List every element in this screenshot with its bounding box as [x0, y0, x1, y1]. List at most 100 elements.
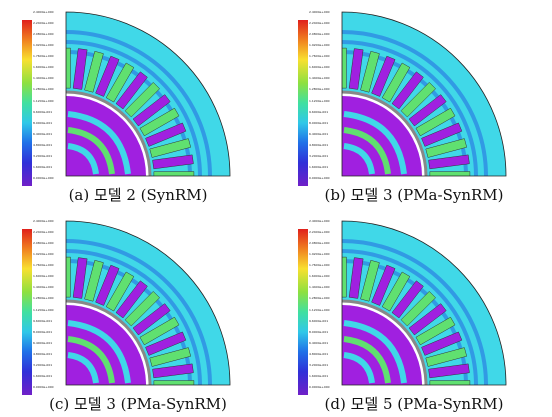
flux-band	[66, 30, 212, 176]
stator-slot	[429, 380, 471, 385]
legend-tick-label: 6.4000e-001	[33, 131, 53, 136]
legend-ticks: 2.4000e+000 2.2400e+000 2.0800e+000 1.9200e…	[33, 217, 67, 389]
legend-tick-label: 1.6000e+000	[309, 274, 330, 279]
flux-density-plot	[341, 220, 507, 386]
legend-tick-label: 1.1200e+000	[309, 307, 330, 312]
stator-slot	[132, 303, 171, 336]
color-legend	[22, 219, 68, 395]
stator-slot	[428, 363, 470, 379]
legend-tick-label: 2.4000e+000	[33, 219, 54, 223]
flux-barrier	[67, 352, 99, 384]
stator-slot	[72, 257, 88, 299]
legend-tick-label: 3.2000e-001	[33, 362, 53, 367]
legend-tick-label: 1.1200e+000	[33, 98, 54, 103]
stator-slot	[428, 154, 470, 170]
air-gap	[66, 90, 152, 176]
stator-slot	[149, 347, 192, 367]
legend-colorbar	[298, 20, 308, 186]
stator-slot	[421, 122, 463, 147]
flux-barrier	[343, 336, 391, 384]
color-legend	[298, 10, 344, 186]
stator-slot	[145, 331, 187, 356]
legend-tick-label: 2.4000e+000	[309, 219, 330, 223]
legend-tick-label: 9.6000e-001	[33, 318, 53, 323]
legend-tick-label: 1.6000e-001	[309, 164, 329, 169]
stator-slot	[360, 259, 380, 302]
legend-tick-label: 0.0000e+000	[309, 385, 330, 389]
stator-slot	[400, 82, 436, 118]
stator-slot	[348, 48, 364, 90]
flux-band	[66, 40, 202, 176]
motor-outline	[65, 11, 231, 177]
stator-slot	[153, 171, 195, 176]
stator-slot	[400, 291, 436, 327]
stator-slot	[84, 259, 104, 302]
legend-tick-label: 9.6000e-001	[309, 318, 329, 323]
motor-cross-section	[342, 12, 506, 176]
stator-slot	[145, 122, 187, 147]
stator-slot	[139, 107, 180, 137]
stator-slot	[139, 316, 180, 346]
legend-tick-label: 9.6000e-001	[33, 109, 53, 114]
legend-tick-label: 1.7600e+000	[309, 263, 330, 268]
legend-tick-label: 1.6000e-001	[33, 164, 53, 169]
legend-tick-label: 2.2400e+000	[309, 230, 330, 235]
legend-tick-label: 1.7600e+000	[309, 54, 330, 59]
legend-tick-label: 1.6000e+000	[33, 65, 54, 70]
legend-tick-label: 1.2800e+000	[33, 87, 54, 92]
legend-tick-label: 4.8000e-001	[309, 351, 329, 356]
motor-cross-section	[66, 12, 230, 176]
panel-c: 2.4000e+000 2.2400e+000 2.0800e+000 1.9200e…	[0, 209, 276, 417]
legend-tick-label: 0.0000e+000	[33, 385, 54, 389]
legend-colorbar	[22, 229, 32, 395]
stator-slot	[421, 331, 463, 356]
stator-slot	[115, 280, 148, 319]
legend-tick-label: 3.2000e-001	[309, 362, 329, 367]
legend-tick-label: 2.2400e+000	[33, 21, 54, 26]
caption-c: (c) 모델 3 (PMa-SynRM)	[49, 395, 227, 413]
stator-slot	[72, 48, 88, 90]
air-gap	[342, 90, 428, 176]
stator-slot	[105, 62, 135, 103]
flux-band	[342, 40, 478, 176]
legend-tick-label: 1.2800e+000	[309, 296, 330, 301]
legend-tick-label: 1.1200e+000	[33, 307, 54, 312]
legend-tick-label: 1.2800e+000	[33, 296, 54, 301]
flux-density-plot	[65, 220, 231, 386]
flux-barrier	[343, 143, 375, 175]
legend-tick-label: 1.6000e+000	[33, 274, 54, 279]
legend-tick-label: 0.0000e+000	[33, 176, 54, 180]
legend-tick-label: 1.9200e+000	[309, 252, 330, 257]
stator-slot	[371, 264, 396, 306]
panel-d: 2.4000e+000 2.2400e+000 2.0800e+000 1.9200e…	[276, 209, 552, 417]
flux-band	[342, 239, 488, 385]
flux-band	[66, 249, 202, 385]
stator-slot	[415, 316, 456, 346]
legend-tick-label: 1.6000e-001	[309, 373, 329, 378]
stator-slot	[371, 55, 396, 97]
legend-tick-label: 1.6000e-001	[33, 373, 53, 378]
panel-b: 2.4000e+000 2.2400e+000 2.0800e+000 1.9200e…	[276, 0, 552, 208]
flux-band	[66, 239, 212, 385]
stator-slot	[381, 271, 411, 312]
stator-slot	[391, 280, 424, 319]
legend-tick-label: 8.0000e-001	[309, 329, 329, 334]
legend-tick-label: 0.0000e+000	[309, 176, 330, 180]
stator-slot	[348, 257, 364, 299]
legend-tick-label: 2.2400e+000	[309, 21, 330, 26]
legend-tick-label: 3.2000e-001	[33, 153, 53, 158]
stator-slot	[391, 71, 424, 110]
stator-slot	[84, 50, 104, 93]
motor-outline	[65, 220, 231, 386]
flux-barrier	[343, 111, 407, 175]
legend-tick-label: 4.8000e-001	[33, 142, 53, 147]
legend-tick-label: 1.9200e+000	[309, 43, 330, 48]
legend-tick-label: 1.4400e+000	[309, 285, 330, 290]
legend-tick-label: 1.9200e+000	[33, 43, 54, 48]
air-gap	[66, 299, 152, 385]
stator-slot	[408, 94, 447, 127]
stator-slot	[425, 347, 468, 367]
legend-tick-label: 2.2400e+000	[33, 230, 54, 235]
legend-ticks: 2.4000e+000 2.2400e+000 2.0800e+000 1.9200e…	[33, 8, 67, 180]
legend-tick-label: 2.4000e+000	[309, 10, 330, 14]
